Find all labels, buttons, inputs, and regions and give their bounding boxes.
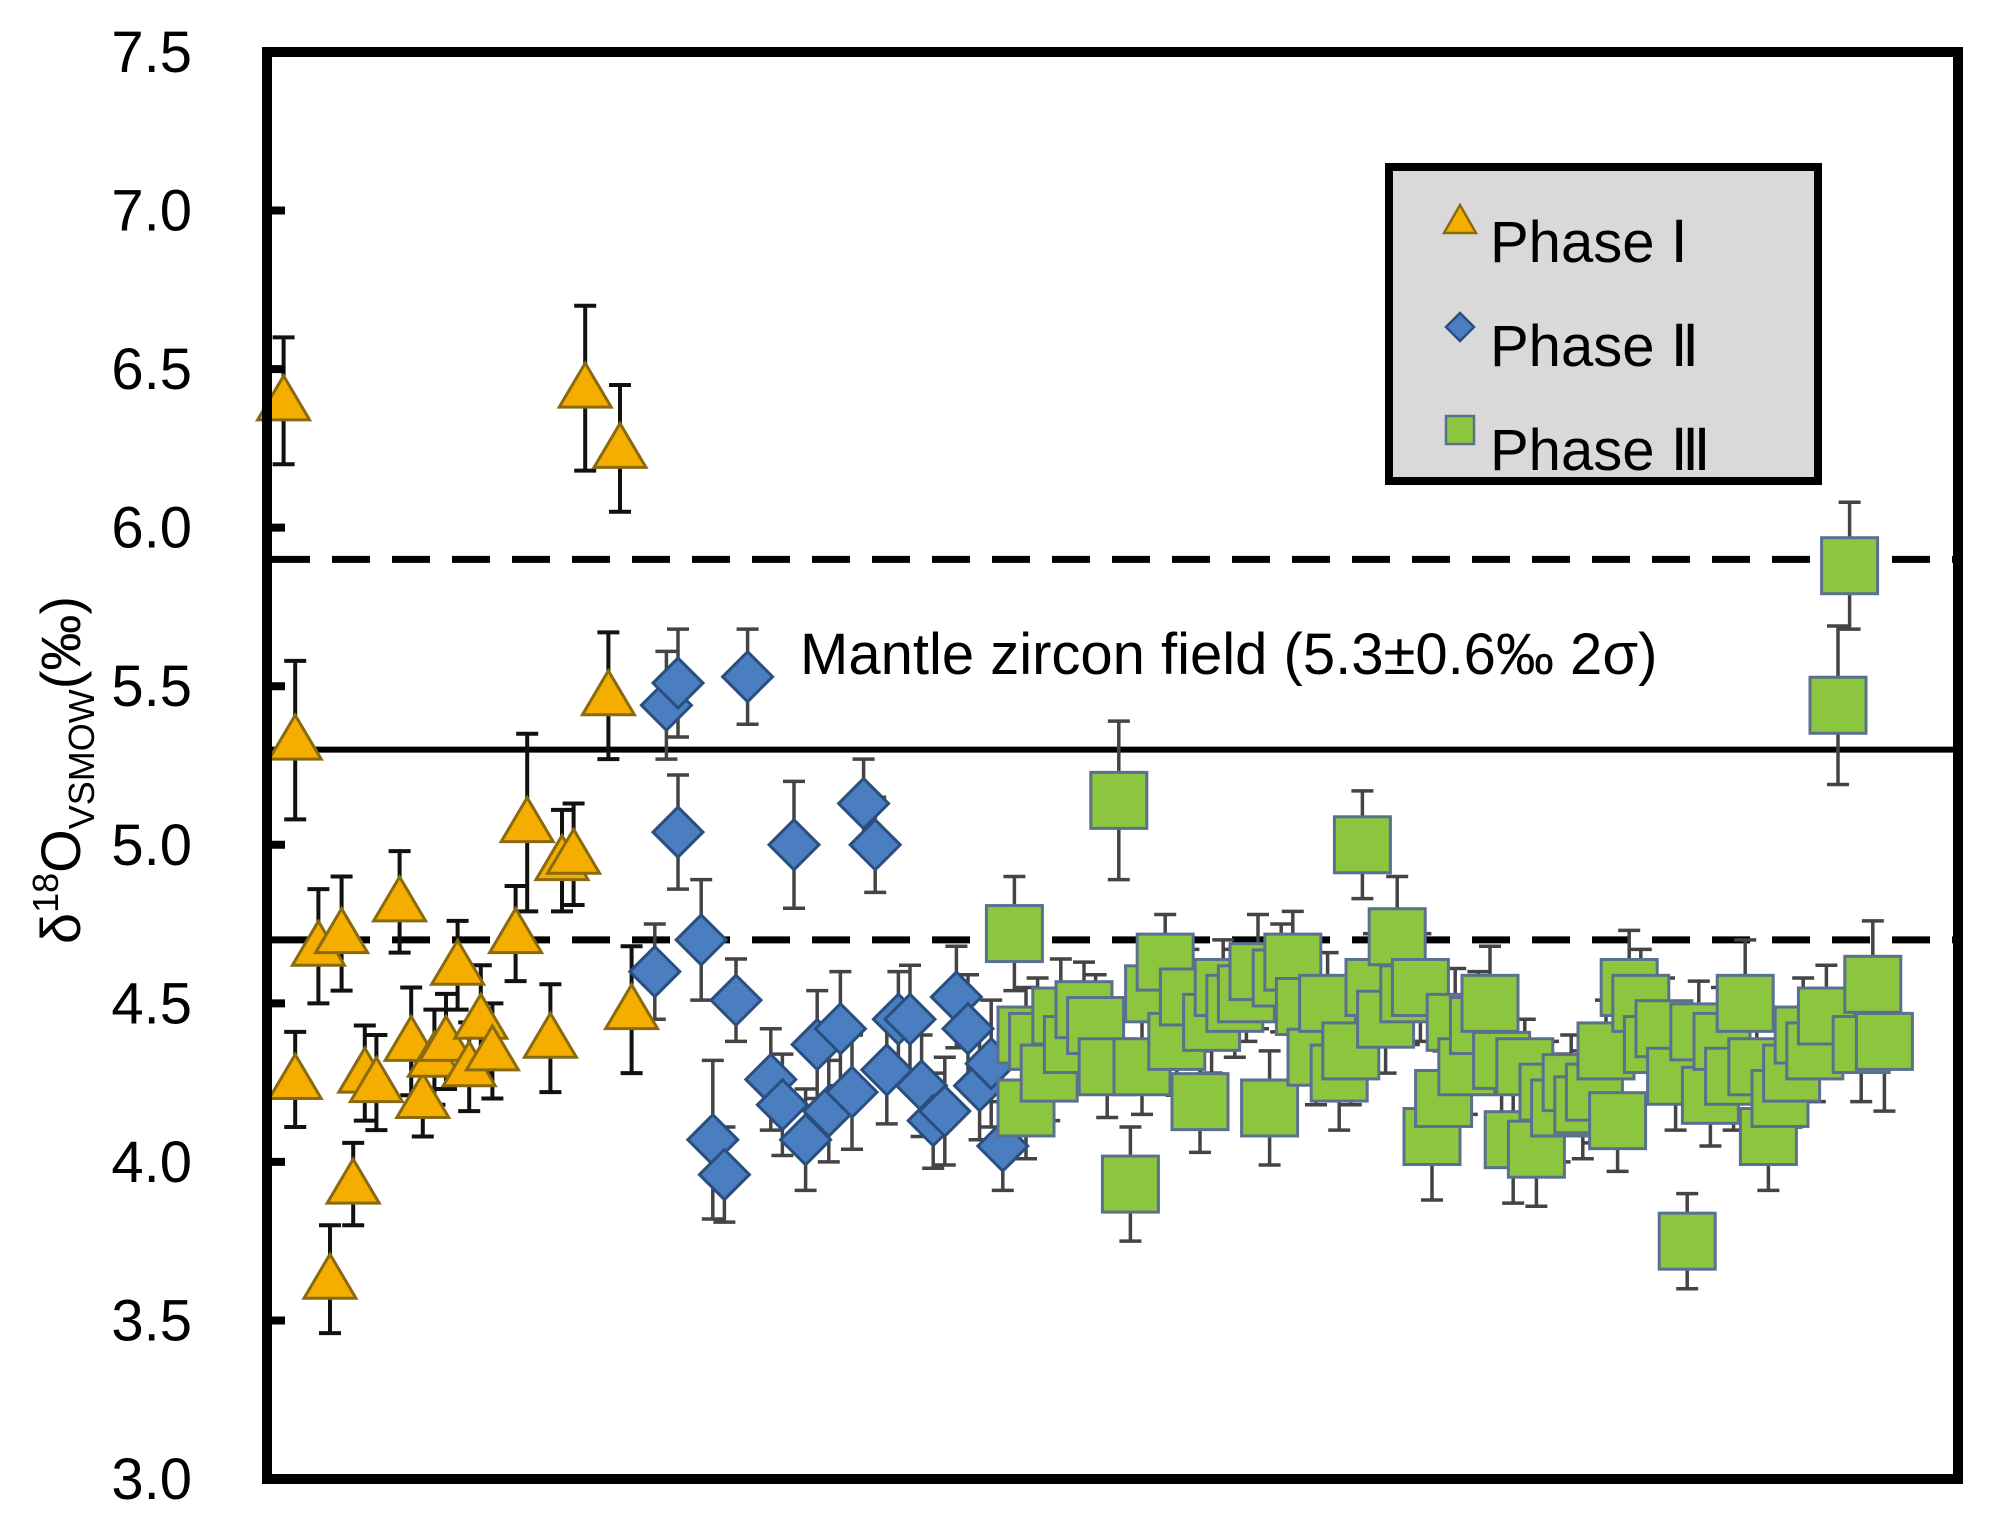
phase-3-point (1240, 1078, 1300, 1138)
phase-2-point (627, 944, 682, 999)
phase-1-point (579, 667, 638, 717)
phase-2-point (650, 804, 706, 860)
phase-2-point (720, 649, 775, 704)
phase-2-point (940, 1001, 996, 1056)
y-tick-label: 3.5 (111, 1288, 192, 1353)
legend-label-phase-2: Phase Ⅱ (1490, 314, 1699, 379)
y-tick-label: 7.0 (111, 179, 192, 244)
phase-3-point (1089, 770, 1149, 830)
phase-2-point (755, 1077, 810, 1132)
phase-3-point (1843, 954, 1903, 1014)
legend-entry-phase-2: Phase Ⅱ (1444, 311, 1699, 379)
y-tick-label: 4.0 (111, 1130, 192, 1195)
phase-2-point (674, 912, 729, 968)
plot-frame (262, 47, 1963, 1484)
y-tick-label: 5.0 (111, 813, 192, 878)
phase-1-point (347, 1054, 406, 1104)
data-markers (254, 360, 1914, 1300)
y-label-prefix: δ (29, 913, 92, 944)
phase-3-point (1332, 815, 1392, 875)
y-axis: 3.0 3.5 4.0 4.5 5.0 5.5 6.0 6.5 7.0 7.5 (111, 20, 285, 1512)
reference-lines (272, 555, 1953, 944)
phase-2-point (650, 655, 706, 711)
y-tick-label: 6.0 (111, 496, 192, 561)
y-label-subscript: VSMOW (61, 689, 102, 829)
phase-2-point (975, 1118, 1030, 1174)
y-label-superscript: 18 (25, 873, 66, 913)
phase-3-point (1170, 1072, 1230, 1132)
phase-3-point (1657, 1211, 1717, 1271)
phase-1-point (428, 937, 487, 986)
legend-square-icon (1444, 414, 1476, 446)
phase-1-point (394, 1070, 452, 1119)
phase-2-point (882, 992, 938, 1047)
phase-1-point (266, 712, 324, 761)
phase-3-point (1460, 973, 1520, 1033)
phase-2-point (917, 1084, 972, 1139)
phase-1-point (301, 1251, 359, 1300)
phase-1-point (370, 873, 429, 923)
y-tick-label: 6.5 (111, 337, 192, 402)
phase-1-point (486, 905, 545, 955)
phase-3-point (1367, 907, 1427, 967)
phase-2-point (813, 1001, 868, 1056)
legend-entry-phase-1: Phase Ⅰ (1441, 202, 1688, 275)
legend-diamond-icon (1444, 311, 1476, 343)
phase-1-point (556, 360, 614, 409)
phase-3-point (1100, 1154, 1160, 1214)
phase-3-point (1588, 1091, 1648, 1151)
legend-entry-phase-3: Phase Ⅲ (1444, 414, 1711, 483)
phase-3-point (1820, 536, 1880, 596)
phase-2-point (708, 973, 764, 1028)
phase-2-point (766, 817, 822, 872)
phase-2-point (836, 776, 891, 831)
y-tick-label: 4.5 (111, 971, 192, 1036)
phase-1-point (498, 794, 556, 844)
phase-1-point (521, 1010, 580, 1059)
phase-1-point (591, 420, 649, 469)
phase-1-point (312, 905, 371, 955)
phase-1-point (266, 1051, 324, 1100)
phase-3-point (1808, 675, 1868, 735)
legend-label-phase-1: Phase Ⅰ (1490, 210, 1688, 275)
legend: Phase Ⅰ Phase Ⅱ Phase Ⅲ (1385, 163, 1822, 485)
legend-label-phase-3: Phase Ⅲ (1490, 418, 1711, 483)
phase-1-point (544, 826, 603, 875)
phase-2-point (824, 1065, 880, 1120)
phase-3-point (1715, 973, 1775, 1033)
phase-1-point (463, 1022, 522, 1072)
y-label-main: O (29, 829, 92, 873)
phase-2-point (848, 817, 903, 872)
phase-3-point (984, 904, 1044, 964)
y-label-suffix: (‰) (29, 596, 92, 689)
phase-2-point (697, 1147, 752, 1202)
y-tick-label: 5.5 (111, 654, 192, 719)
phase-3-point (1854, 1011, 1914, 1071)
y-tick-label: 7.5 (111, 20, 192, 85)
legend-triangle-icon (1441, 202, 1479, 235)
phase-1-point (324, 1156, 382, 1205)
phase-1-point (602, 981, 661, 1031)
y-tick-label: 3.0 (111, 1447, 192, 1512)
mantle-field-annotation: Mantle zircon field (5.3±0.6‰ 2σ) (800, 622, 1657, 687)
y-axis-label: δ18OVSMOW(‰) (25, 596, 102, 944)
